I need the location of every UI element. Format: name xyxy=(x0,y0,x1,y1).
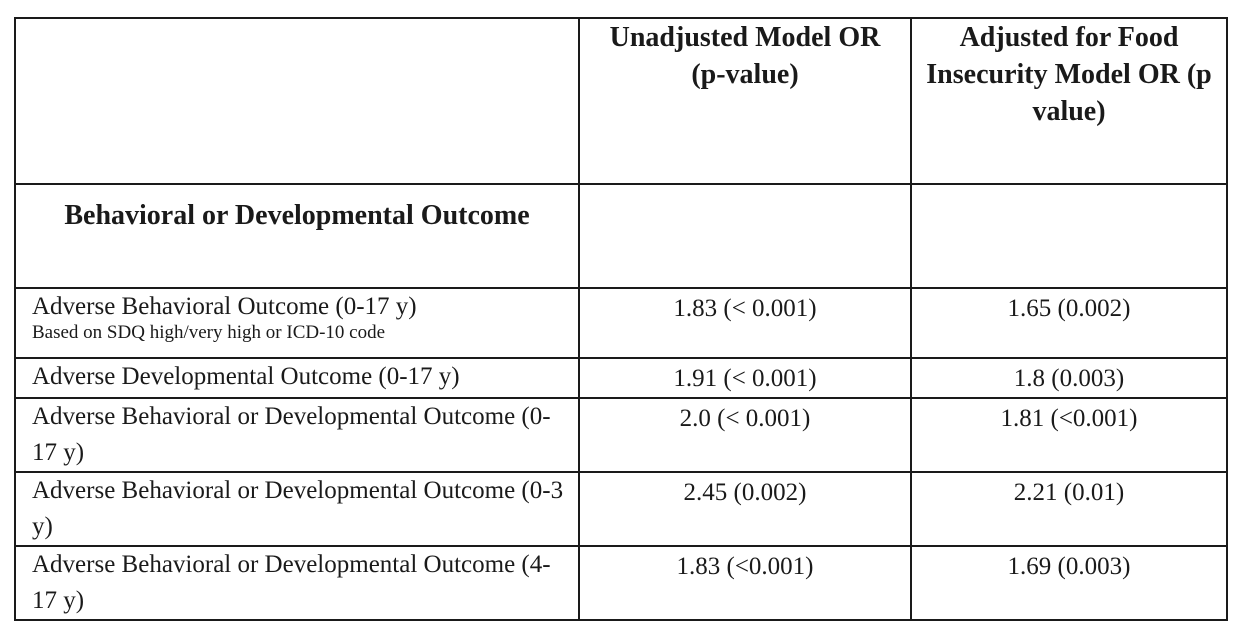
unadjusted-value: 2.0 (< 0.001) xyxy=(679,405,811,432)
header-unadjusted-text: Unadjusted Model OR (p-value) xyxy=(609,22,881,90)
header-empty-cell xyxy=(14,17,580,185)
table-row: Adverse Developmental Outcome (0-17 y) 1… xyxy=(14,357,1228,399)
adjusted-value: 1.8 (0.003) xyxy=(1013,365,1125,392)
adjusted-cell: 1.69 (0.003) xyxy=(910,545,1228,621)
section-title: Behavioral or Developmental Outcome xyxy=(14,183,580,289)
adjusted-cell: 1.81 (<0.001) xyxy=(910,397,1228,473)
unadjusted-cell: 1.83 (< 0.001) xyxy=(578,287,912,359)
row-label-cell: Adverse Developmental Outcome (0-17 y) xyxy=(14,357,580,399)
adjusted-value: 1.65 (0.002) xyxy=(1007,295,1131,322)
header-unadjusted: Unadjusted Model OR (p-value) xyxy=(578,17,912,185)
header-adjusted-text: Adjusted for Food Insecurity Model OR (p… xyxy=(926,22,1212,127)
unadjusted-cell: 2.0 (< 0.001) xyxy=(578,397,912,473)
unadjusted-cell: 1.91 (< 0.001) xyxy=(578,357,912,399)
table-row: Adverse Behavioral Outcome (0-17 y) Base… xyxy=(14,287,1228,359)
section-row: Behavioral or Developmental Outcome xyxy=(14,183,1228,289)
row-label: Adverse Behavioral or Developmental Outc… xyxy=(32,477,564,540)
table-row: Adverse Behavioral or Developmental Outc… xyxy=(14,397,1228,473)
row-note: Based on SDQ high/very high or ICD-10 co… xyxy=(32,322,386,343)
unadjusted-value: 1.91 (< 0.001) xyxy=(673,365,817,392)
adjusted-cell: 1.8 (0.003) xyxy=(910,357,1228,399)
adjusted-value: 1.69 (0.003) xyxy=(1007,553,1131,580)
table-row: Adverse Behavioral or Developmental Outc… xyxy=(14,471,1228,547)
unadjusted-cell: 2.45 (0.002) xyxy=(578,471,912,547)
header-adjusted: Adjusted for Food Insecurity Model OR (p… xyxy=(910,17,1228,185)
row-label-cell: Adverse Behavioral or Developmental Outc… xyxy=(14,471,580,547)
unadjusted-value: 1.83 (<0.001) xyxy=(676,553,814,580)
table-row: Adverse Behavioral or Developmental Outc… xyxy=(14,545,1228,621)
header-row: Unadjusted Model OR (p-value) Adjusted f… xyxy=(14,17,1228,185)
row-label: Adverse Behavioral or Developmental Outc… xyxy=(32,403,551,466)
section-empty-cell-2 xyxy=(578,183,912,289)
adjusted-value: 1.81 (<0.001) xyxy=(1000,405,1138,432)
row-label: Adverse Developmental Outcome (0-17 y) xyxy=(32,363,460,390)
adjusted-cell: 1.65 (0.002) xyxy=(910,287,1228,359)
row-label-cell: Adverse Behavioral or Developmental Outc… xyxy=(14,397,580,473)
section-empty-cell-3 xyxy=(910,183,1228,289)
row-label: Adverse Behavioral Outcome (0-17 y) xyxy=(32,293,417,320)
odds-ratio-table: Unadjusted Model OR (p-value) Adjusted f… xyxy=(14,17,1228,621)
adjusted-cell: 2.21 (0.01) xyxy=(910,471,1228,547)
adjusted-value: 2.21 (0.01) xyxy=(1013,479,1125,506)
unadjusted-value: 1.83 (< 0.001) xyxy=(673,295,817,322)
row-label: Adverse Behavioral or Developmental Outc… xyxy=(32,551,551,614)
row-label-cell: Adverse Behavioral Outcome (0-17 y) Base… xyxy=(14,287,580,359)
unadjusted-cell: 1.83 (<0.001) xyxy=(578,545,912,621)
unadjusted-value: 2.45 (0.002) xyxy=(683,479,807,506)
row-label-cell: Adverse Behavioral or Developmental Outc… xyxy=(14,545,580,621)
